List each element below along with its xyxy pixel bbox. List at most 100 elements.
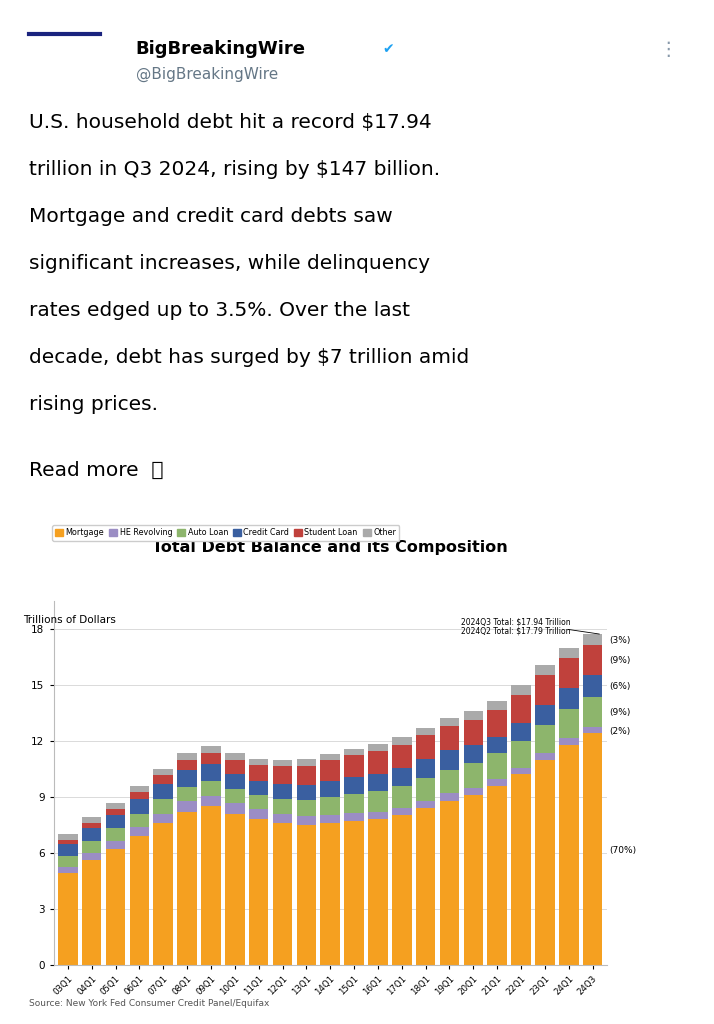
- Bar: [535, 666, 555, 676]
- Bar: [249, 780, 268, 796]
- Bar: [296, 824, 316, 965]
- Bar: [344, 749, 364, 756]
- Bar: [296, 801, 316, 816]
- Bar: [201, 796, 221, 806]
- Bar: [559, 658, 578, 688]
- Bar: [440, 726, 459, 751]
- Bar: [154, 814, 173, 823]
- Bar: [535, 760, 555, 965]
- Text: Source: New York Fed Consumer Credit Panel/Equifax: Source: New York Fed Consumer Credit Pan…: [29, 998, 269, 1008]
- Bar: [583, 727, 603, 733]
- Bar: [201, 780, 221, 796]
- Bar: [225, 790, 245, 804]
- Bar: [296, 785, 316, 801]
- Bar: [511, 685, 531, 695]
- Bar: [535, 725, 555, 754]
- Bar: [249, 796, 268, 809]
- Bar: [249, 765, 268, 780]
- Bar: [201, 753, 221, 764]
- Bar: [488, 754, 507, 779]
- Text: Big: Big: [55, 49, 74, 59]
- Bar: [154, 783, 173, 800]
- Bar: [106, 849, 126, 965]
- Bar: [344, 777, 364, 794]
- Bar: [225, 760, 245, 774]
- Bar: [392, 744, 411, 768]
- Bar: [273, 784, 292, 799]
- Bar: [58, 844, 78, 856]
- Text: 2024Q2 Total: $17.79 Trillion: 2024Q2 Total: $17.79 Trillion: [461, 627, 571, 636]
- Title: Total Debt Balance and its Composition: Total Debt Balance and its Composition: [152, 541, 508, 555]
- Bar: [344, 756, 364, 777]
- Text: ✔: ✔: [382, 42, 393, 56]
- Text: U.S. household debt hit a record $17.94: U.S. household debt hit a record $17.94: [29, 113, 431, 132]
- Bar: [416, 759, 436, 778]
- Bar: [130, 800, 149, 814]
- Bar: [225, 774, 245, 790]
- Bar: [82, 828, 101, 841]
- Bar: [559, 647, 578, 658]
- Bar: [344, 821, 364, 965]
- Bar: [106, 828, 126, 841]
- Bar: [463, 720, 483, 745]
- Bar: [273, 799, 292, 814]
- Bar: [296, 760, 316, 766]
- Bar: [535, 676, 555, 705]
- Bar: [535, 754, 555, 760]
- Bar: [392, 768, 411, 786]
- Bar: [368, 792, 388, 812]
- Text: ⋮: ⋮: [658, 40, 678, 58]
- Bar: [296, 766, 316, 785]
- Bar: [416, 801, 436, 808]
- Bar: [273, 760, 292, 766]
- Bar: [82, 817, 101, 822]
- Bar: [488, 779, 507, 785]
- Bar: [416, 808, 436, 965]
- Bar: [535, 705, 555, 725]
- Text: 2024Q3 Total: $17.94 Trillion: 2024Q3 Total: $17.94 Trillion: [461, 617, 599, 634]
- Text: Trillions of Dollars: Trillions of Dollars: [24, 614, 116, 625]
- Bar: [58, 856, 78, 867]
- Bar: [154, 775, 173, 783]
- Text: decade, debt has surged by $7 trillion amid: decade, debt has surged by $7 trillion a…: [29, 348, 469, 368]
- Bar: [154, 769, 173, 775]
- Bar: [249, 809, 268, 819]
- Bar: [392, 815, 411, 965]
- Bar: [130, 836, 149, 965]
- Bar: [440, 794, 459, 801]
- Bar: [344, 813, 364, 821]
- Bar: [488, 785, 507, 965]
- Bar: [440, 801, 459, 965]
- Text: rising prices.: rising prices.: [29, 395, 158, 415]
- Bar: [321, 798, 340, 814]
- Bar: [106, 803, 126, 809]
- Bar: [201, 745, 221, 753]
- Bar: [463, 711, 483, 720]
- Bar: [488, 711, 507, 737]
- Bar: [368, 812, 388, 819]
- Bar: [106, 815, 126, 828]
- Bar: [463, 795, 483, 965]
- Bar: [321, 814, 340, 823]
- Bar: [463, 745, 483, 763]
- Bar: [583, 645, 603, 675]
- Bar: [177, 754, 197, 760]
- Bar: [106, 809, 126, 815]
- Text: BigBreakingWire: BigBreakingWire: [136, 40, 306, 58]
- Bar: [58, 873, 78, 965]
- Bar: [511, 723, 531, 741]
- Bar: [511, 768, 531, 774]
- Bar: [130, 792, 149, 800]
- Bar: [321, 761, 340, 781]
- Text: @BigBreakingWire: @BigBreakingWire: [136, 68, 278, 82]
- Text: rates edged up to 3.5%. Over the last: rates edged up to 3.5%. Over the last: [29, 301, 410, 321]
- Bar: [273, 823, 292, 965]
- Bar: [440, 718, 459, 726]
- Bar: [392, 808, 411, 815]
- Bar: [321, 823, 340, 965]
- Text: Breaking: Breaking: [45, 68, 84, 77]
- Bar: [154, 823, 173, 965]
- Bar: [416, 735, 436, 759]
- Bar: [463, 788, 483, 795]
- Bar: [488, 737, 507, 754]
